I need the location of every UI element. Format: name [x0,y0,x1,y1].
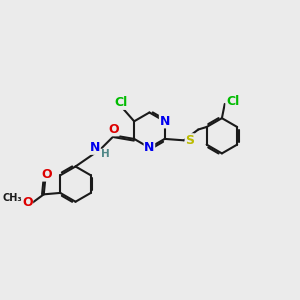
Text: Cl: Cl [114,96,128,109]
Text: O: O [41,168,52,181]
Text: Cl: Cl [226,94,239,108]
Text: O: O [108,123,119,136]
Text: S: S [185,134,194,147]
Text: CH₃: CH₃ [3,193,22,203]
Text: N: N [144,141,154,154]
Text: O: O [22,196,33,209]
Text: N: N [90,141,100,154]
Text: N: N [160,115,170,128]
Text: H: H [100,149,109,159]
